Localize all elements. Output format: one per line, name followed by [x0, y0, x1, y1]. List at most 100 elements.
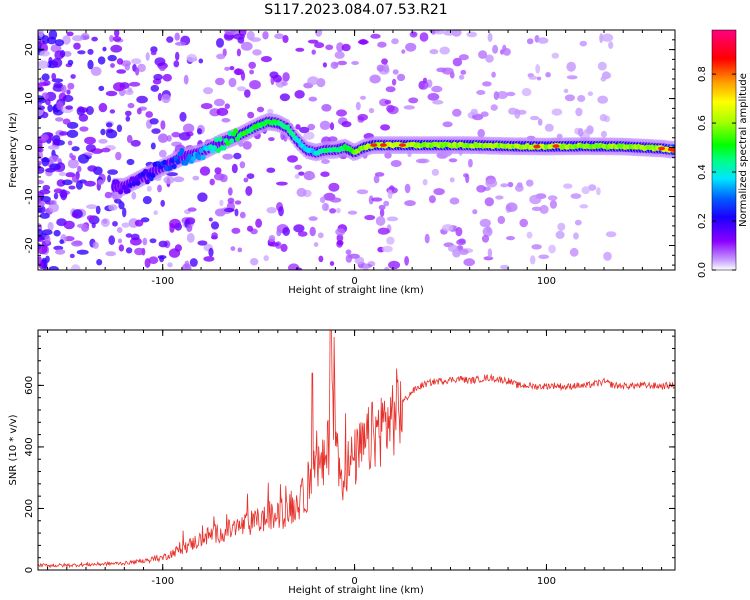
spectrogram-cell: [384, 99, 392, 105]
spectrogram-cell: [521, 88, 532, 97]
spectrogram-cell: [496, 91, 508, 99]
spectrogram-cell: [484, 197, 494, 207]
spectrogram-cell: [362, 263, 369, 270]
spectrogram-cell: [100, 128, 106, 136]
spectrogram-cell: [86, 215, 95, 221]
spectrogram-cell: [500, 264, 510, 270]
spectrogram-cell: [262, 31, 269, 40]
spectrogram-cell: [605, 231, 617, 238]
spectrogram-cell: [419, 32, 429, 42]
spectrogram-cell: [295, 124, 301, 130]
spectrogram-cell: [577, 128, 584, 137]
spectrogram-cell: [217, 136, 223, 142]
spectrogram-cell: [404, 255, 409, 266]
spectrogram-cell: [547, 195, 558, 201]
spectrogram-cell: [91, 36, 98, 42]
spectrogram-cell: [142, 196, 152, 205]
spectrogram-cell: [280, 243, 288, 252]
x-tick-label: 100: [537, 276, 556, 287]
spectrogram-cell: [557, 222, 566, 231]
spectrogram-cell: [231, 227, 241, 234]
spectrogram-cell: [216, 107, 229, 116]
snr-series-line: [38, 330, 675, 569]
spectrogram-cell: [570, 193, 582, 199]
spectrogram-cell: [396, 73, 406, 82]
spectrogram-cell: [77, 107, 89, 113]
spectrogram-cell: [563, 183, 573, 189]
spectrogram-cell: [266, 207, 277, 214]
spectrogram-cell: [53, 192, 59, 200]
spectrogram-cell: [354, 256, 365, 265]
spectrogram-cell: [495, 195, 504, 200]
spectrogram-cell: [233, 152, 242, 160]
spectrogram-cell: [307, 39, 319, 44]
spectrogram-cell: [549, 200, 558, 209]
spectrogram-cell: [279, 93, 290, 102]
spectrogram-cell: [507, 181, 514, 188]
spectrogram-cell: [472, 209, 478, 215]
spectrogram-cell: [403, 105, 415, 110]
spectrogram-cell: [377, 227, 390, 235]
spectrogram-cell: [502, 48, 511, 56]
spectrogram-cell: [118, 189, 123, 195]
spectrogram-cell: [66, 89, 71, 95]
spectrogram-cell: [383, 200, 390, 207]
spectrogram-cell: [508, 107, 518, 115]
spectrogram-cell: [250, 258, 259, 266]
spectrogram-cell: [458, 74, 465, 80]
spectrogram-cell: [404, 183, 411, 194]
spectrogram-cell: [491, 71, 496, 78]
spectrogram-cell: [101, 147, 111, 153]
spectrogram-cell: [186, 53, 197, 63]
spectrogram-cell: [229, 66, 235, 71]
spectrogram-cell: [135, 180, 141, 186]
spectrogram-cell: [566, 75, 578, 80]
spectrogram-cell: [52, 84, 64, 92]
spectrogram-cell: [274, 33, 284, 40]
spectrogram-cell: [221, 145, 227, 151]
snr-frame: [37, 329, 676, 571]
spectrogram-cell: [482, 81, 492, 87]
spectrogram-cell: [526, 38, 534, 45]
spectrogram-cell: [514, 184, 524, 192]
y-tick-label: 400: [24, 437, 35, 456]
spectrogram-cell: [385, 86, 396, 93]
spectrogram-cell: [157, 184, 162, 193]
spectrogram-cell: [76, 223, 88, 229]
spectrogram-cell: [252, 49, 262, 56]
spectrogram-cell: [424, 233, 430, 244]
spectrogram-cell: [371, 197, 383, 202]
spectrogram-cell: [125, 188, 131, 194]
spectrogram-cell: [59, 131, 69, 136]
spectrogram-cell: [345, 249, 352, 255]
spectrogram-cell: [216, 53, 226, 60]
spectrogram-cell: [39, 212, 50, 219]
spectrogram-cell: [90, 66, 102, 77]
spectrogram-cell: [478, 50, 488, 59]
spectrogram-cell: [149, 118, 159, 125]
spectrogram-frame: [37, 29, 676, 271]
spectrogram-cell: [442, 121, 453, 128]
spectrogram-cell: [114, 179, 120, 185]
spectrogram-cell: [297, 231, 308, 237]
snr-xlabel: Height of straight line (km): [288, 585, 424, 596]
spectrogram-cell: [38, 101, 42, 106]
spectrogram-cell: [431, 168, 440, 176]
spectrogram-cell: [91, 222, 96, 229]
spectrogram-cell: [336, 109, 347, 117]
spectrogram-ylabel: Frequency (Hz): [8, 112, 19, 188]
spectrogram-cell: [55, 249, 66, 255]
spectrogram-cell: [128, 81, 141, 87]
spectrogram-cell: [537, 118, 543, 126]
spectrogram-cell: [481, 234, 490, 243]
spectrogram-cell: [112, 221, 118, 227]
snr-ylabel: SNR (10 * v/v): [8, 414, 19, 485]
spectrogram-cell: [294, 90, 305, 99]
spectrogram-cell: [208, 217, 213, 222]
spectrogram-cell: [387, 189, 393, 199]
spectrogram-cell: [357, 113, 369, 121]
spectrogram-cell: [588, 184, 597, 191]
spectrogram-cell: [187, 207, 197, 212]
spectrogram-cell: [69, 253, 75, 259]
